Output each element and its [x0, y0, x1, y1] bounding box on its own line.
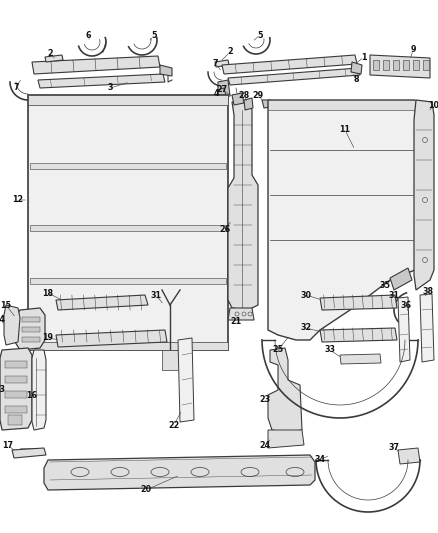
Polygon shape [32, 56, 160, 74]
Text: 15: 15 [0, 301, 11, 310]
Polygon shape [56, 295, 148, 310]
Text: 1: 1 [361, 52, 367, 61]
Bar [393, 60, 399, 70]
Text: 16: 16 [27, 391, 38, 400]
Bar [28, 342, 228, 350]
Bar [162, 350, 180, 370]
Polygon shape [228, 100, 258, 310]
Text: 36: 36 [400, 302, 411, 311]
Bar [28, 95, 228, 105]
Text: 20: 20 [141, 486, 152, 495]
Polygon shape [244, 98, 253, 110]
Bar [22, 327, 40, 332]
Text: 25: 25 [272, 345, 283, 354]
Text: 34: 34 [314, 456, 325, 464]
Bar [28, 95, 228, 350]
Bar [8, 415, 22, 425]
Polygon shape [178, 338, 194, 422]
Text: 32: 32 [300, 324, 311, 333]
Bar [403, 60, 409, 70]
Bar [30, 164, 226, 169]
Bar [373, 60, 379, 70]
Text: 9: 9 [410, 45, 416, 54]
Polygon shape [390, 268, 412, 290]
Text: 7: 7 [212, 59, 218, 68]
Text: 4: 4 [213, 88, 219, 98]
Polygon shape [370, 55, 430, 78]
Bar [22, 337, 40, 342]
Text: 3: 3 [107, 84, 113, 93]
Polygon shape [320, 295, 397, 310]
Polygon shape [320, 328, 397, 342]
Bar [30, 224, 226, 231]
Text: 29: 29 [252, 91, 264, 100]
Polygon shape [4, 305, 20, 345]
Text: 26: 26 [219, 225, 230, 235]
Text: 8: 8 [353, 76, 359, 85]
Text: 17: 17 [3, 440, 14, 449]
Bar [5, 376, 27, 383]
Polygon shape [56, 330, 167, 347]
Polygon shape [215, 60, 229, 67]
Text: 31: 31 [389, 290, 399, 300]
Polygon shape [398, 448, 420, 464]
Polygon shape [414, 100, 434, 290]
Text: 33: 33 [325, 345, 336, 354]
Bar [423, 60, 429, 70]
Polygon shape [44, 455, 315, 490]
Polygon shape [218, 80, 230, 98]
Text: 27: 27 [216, 85, 228, 94]
Polygon shape [38, 74, 165, 88]
Text: 14: 14 [0, 316, 6, 325]
Text: 12: 12 [12, 196, 24, 205]
Text: 28: 28 [238, 92, 250, 101]
Polygon shape [268, 100, 415, 340]
Bar [30, 278, 226, 284]
Bar [5, 406, 27, 413]
Text: 31: 31 [151, 290, 162, 300]
Text: 5: 5 [257, 30, 263, 39]
Text: 23: 23 [259, 395, 271, 405]
Polygon shape [398, 297, 410, 362]
Polygon shape [351, 62, 362, 74]
Text: 30: 30 [300, 290, 311, 300]
Polygon shape [340, 354, 381, 364]
Polygon shape [420, 294, 434, 362]
Text: 6: 6 [85, 31, 91, 41]
Polygon shape [262, 100, 270, 108]
Text: 38: 38 [422, 287, 434, 296]
Text: 13: 13 [0, 385, 6, 394]
Bar [383, 60, 389, 70]
Polygon shape [32, 350, 46, 430]
Polygon shape [12, 448, 46, 458]
Bar [22, 317, 40, 322]
Bar [5, 391, 27, 398]
Bar [413, 60, 419, 70]
Polygon shape [15, 308, 45, 350]
Polygon shape [228, 308, 254, 320]
Polygon shape [45, 55, 63, 62]
Text: 2: 2 [47, 49, 53, 58]
Bar [268, 100, 416, 110]
Text: 5: 5 [151, 31, 157, 41]
Polygon shape [228, 68, 360, 85]
Text: 11: 11 [339, 125, 350, 134]
Polygon shape [160, 65, 172, 76]
Text: 19: 19 [42, 334, 53, 343]
Polygon shape [268, 430, 304, 448]
Text: 24: 24 [259, 440, 271, 449]
Text: 37: 37 [389, 442, 399, 451]
Text: 35: 35 [379, 280, 391, 289]
Text: 21: 21 [230, 318, 242, 327]
Polygon shape [0, 348, 32, 430]
Text: 18: 18 [42, 288, 53, 297]
Text: 7: 7 [13, 83, 19, 92]
Bar [5, 361, 27, 368]
Text: 10: 10 [428, 101, 438, 109]
Polygon shape [222, 55, 357, 74]
Text: 2: 2 [227, 47, 233, 56]
Polygon shape [268, 348, 302, 432]
Polygon shape [232, 93, 244, 105]
Text: 22: 22 [168, 421, 180, 430]
